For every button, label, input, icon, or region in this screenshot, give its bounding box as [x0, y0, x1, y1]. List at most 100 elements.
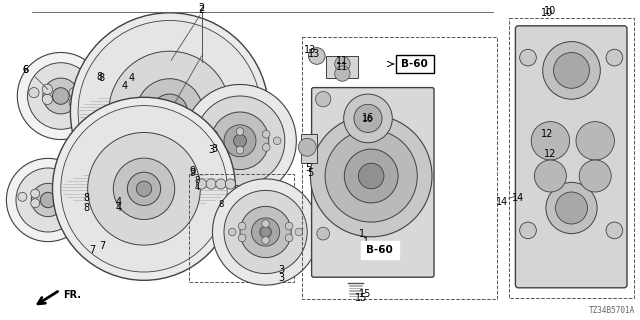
Text: 1: 1 — [358, 228, 365, 239]
Circle shape — [534, 160, 566, 192]
Circle shape — [325, 130, 417, 222]
Circle shape — [236, 128, 244, 135]
Text: 12: 12 — [541, 129, 554, 140]
Circle shape — [42, 94, 52, 104]
Circle shape — [234, 134, 246, 147]
Text: 16: 16 — [362, 113, 374, 124]
Circle shape — [298, 138, 316, 156]
Text: 11: 11 — [336, 56, 349, 66]
Circle shape — [225, 179, 236, 189]
Circle shape — [52, 88, 69, 104]
Circle shape — [210, 144, 218, 151]
Circle shape — [29, 87, 39, 98]
Text: 14: 14 — [496, 196, 509, 207]
Circle shape — [606, 49, 623, 66]
Circle shape — [43, 78, 79, 114]
Circle shape — [56, 192, 65, 201]
Circle shape — [61, 106, 227, 272]
Text: 5: 5 — [305, 163, 312, 173]
Circle shape — [206, 179, 216, 189]
Circle shape — [212, 179, 319, 285]
FancyBboxPatch shape — [515, 26, 627, 288]
Circle shape — [42, 84, 52, 94]
Text: 8: 8 — [96, 72, 102, 82]
Circle shape — [316, 92, 331, 107]
Text: 3: 3 — [278, 273, 285, 284]
Text: 2: 2 — [198, 4, 205, 15]
Circle shape — [285, 222, 293, 230]
Circle shape — [531, 122, 570, 160]
Circle shape — [273, 137, 281, 145]
FancyBboxPatch shape — [360, 241, 399, 259]
Text: 9: 9 — [189, 168, 195, 178]
Circle shape — [308, 48, 325, 64]
Circle shape — [127, 172, 161, 205]
Circle shape — [40, 192, 56, 208]
Text: 6: 6 — [22, 65, 29, 76]
Circle shape — [260, 226, 271, 238]
Circle shape — [16, 168, 80, 232]
Circle shape — [606, 222, 623, 239]
Circle shape — [310, 115, 432, 237]
Text: 13: 13 — [307, 49, 320, 60]
Circle shape — [199, 137, 207, 145]
Text: 3: 3 — [211, 144, 218, 154]
Text: 8: 8 — [195, 176, 200, 185]
Text: 14: 14 — [512, 193, 525, 204]
Circle shape — [262, 236, 269, 244]
Circle shape — [262, 130, 270, 138]
Text: FR.: FR. — [63, 290, 81, 300]
Circle shape — [252, 218, 280, 246]
Circle shape — [210, 130, 218, 138]
Text: 3: 3 — [208, 145, 214, 156]
Circle shape — [554, 52, 589, 88]
FancyBboxPatch shape — [312, 88, 434, 277]
Circle shape — [113, 158, 175, 220]
Bar — [301, 134, 317, 163]
Circle shape — [211, 112, 269, 170]
Circle shape — [136, 181, 152, 196]
Text: 6: 6 — [22, 65, 29, 76]
Circle shape — [224, 190, 307, 274]
Circle shape — [546, 182, 597, 234]
Circle shape — [6, 158, 90, 242]
Bar — [509, 18, 634, 298]
Text: 8: 8 — [83, 193, 90, 204]
Text: 4: 4 — [115, 196, 122, 207]
Circle shape — [344, 149, 398, 203]
Text: 7: 7 — [99, 241, 106, 252]
Circle shape — [240, 206, 291, 258]
Circle shape — [56, 202, 65, 211]
Circle shape — [354, 104, 382, 132]
Circle shape — [106, 85, 118, 97]
Circle shape — [228, 228, 236, 236]
Circle shape — [109, 51, 230, 173]
Bar — [326, 56, 358, 78]
Circle shape — [31, 199, 40, 208]
Text: B-60: B-60 — [366, 244, 393, 255]
Text: 4: 4 — [115, 203, 122, 213]
Circle shape — [262, 220, 269, 228]
Circle shape — [335, 66, 350, 81]
Circle shape — [28, 63, 94, 129]
Circle shape — [97, 85, 108, 97]
Circle shape — [238, 222, 246, 230]
Circle shape — [262, 144, 270, 151]
Circle shape — [195, 96, 285, 186]
Circle shape — [78, 20, 261, 204]
Circle shape — [116, 85, 127, 97]
Circle shape — [18, 192, 27, 201]
Text: 16: 16 — [362, 116, 374, 124]
Circle shape — [90, 193, 102, 204]
Text: 5: 5 — [307, 168, 314, 178]
Circle shape — [224, 125, 256, 157]
FancyBboxPatch shape — [396, 55, 434, 73]
Text: 15: 15 — [358, 289, 371, 300]
Circle shape — [285, 234, 293, 242]
Text: 3: 3 — [278, 265, 285, 276]
Text: 13: 13 — [304, 44, 317, 55]
Text: 10: 10 — [541, 8, 554, 18]
Circle shape — [520, 222, 536, 239]
Circle shape — [576, 122, 614, 160]
Circle shape — [69, 199, 78, 208]
